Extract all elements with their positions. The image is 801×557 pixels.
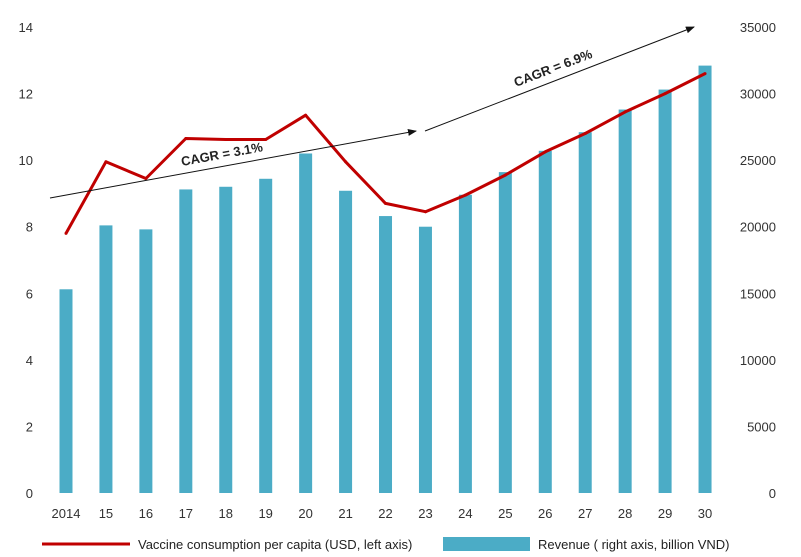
revenue-bar <box>179 189 193 494</box>
revenue-bar <box>59 289 73 493</box>
right-tick-label: 20000 <box>740 220 776 235</box>
legend-bar-label: Revenue ( right axis, billion VND) <box>538 537 729 552</box>
consumption-line-series <box>64 72 707 235</box>
revenue-bar <box>339 190 353 493</box>
revenue-bar <box>299 153 313 493</box>
revenue-bar <box>219 186 233 493</box>
left-tick-label: 4 <box>26 353 33 368</box>
revenue-bar <box>698 65 712 494</box>
consumption-point <box>703 72 707 76</box>
right-tick-label: 30000 <box>740 87 776 102</box>
right-tick-label: 35000 <box>740 20 776 35</box>
x-tick-label: 2014 <box>52 506 81 521</box>
legend-line-label: Vaccine consumption per capita (USD, lef… <box>138 537 412 552</box>
consumption-point <box>264 138 268 142</box>
x-tick-label: 26 <box>538 506 552 521</box>
cagr-arrow-2 <box>424 26 695 132</box>
consumption-point <box>623 110 627 114</box>
consumption-line <box>64 72 706 235</box>
x-tick-label: 25 <box>498 506 512 521</box>
legend-bar-swatch <box>443 537 530 551</box>
x-tick-label: 22 <box>378 506 392 521</box>
consumption-point <box>583 132 587 136</box>
consumption-point <box>503 173 507 177</box>
consumption-point <box>184 137 188 141</box>
x-tick-label: 24 <box>458 506 472 521</box>
x-axis: 2014 15 16 17 18 19 20 21 22 23 24 25 26 27 28 29 30 <box>52 506 713 521</box>
consumption-point <box>543 150 547 154</box>
revenue-bar <box>139 229 153 493</box>
revenue-bar <box>99 225 113 493</box>
x-tick-label: 17 <box>179 506 193 521</box>
consumption-point <box>663 92 667 96</box>
x-tick-label: 29 <box>658 506 672 521</box>
right-axis: 0 5000 10000 15000 20000 25000 30000 35000 <box>740 20 776 501</box>
consumption-point <box>224 138 228 142</box>
left-tick-label: 8 <box>26 220 33 235</box>
revenue-bar <box>418 226 432 493</box>
x-tick-label: 28 <box>618 506 632 521</box>
revenue-bar <box>578 132 592 493</box>
cagr-label-1: CAGR = 3.1% <box>180 139 265 169</box>
right-tick-label: 10000 <box>740 353 776 368</box>
revenue-bar <box>618 109 632 493</box>
legend: Vaccine consumption per capita (USD, lef… <box>42 537 729 552</box>
x-tick-label: 23 <box>418 506 432 521</box>
consumption-point <box>344 160 348 164</box>
x-tick-label: 27 <box>578 506 592 521</box>
left-tick-label: 0 <box>26 486 33 501</box>
left-tick-label: 12 <box>19 87 33 102</box>
x-tick-label: 30 <box>698 506 712 521</box>
revenue-bar <box>259 178 273 494</box>
revenue-bar <box>498 172 512 493</box>
x-tick-label: 18 <box>219 506 233 521</box>
x-tick-label: 16 <box>139 506 153 521</box>
x-tick-label: 15 <box>99 506 113 521</box>
consumption-point <box>304 113 308 117</box>
left-tick-label: 10 <box>19 153 33 168</box>
consumption-point <box>64 231 68 235</box>
x-tick-label: 19 <box>258 506 272 521</box>
consumption-point <box>384 201 388 205</box>
left-axis: 0 2 4 6 8 10 12 14 <box>19 20 33 501</box>
left-tick-label: 2 <box>26 419 33 434</box>
left-tick-label: 14 <box>19 20 33 35</box>
left-tick-label: 6 <box>26 286 33 301</box>
revenue-bar <box>538 150 552 493</box>
right-tick-label: 25000 <box>740 153 776 168</box>
x-tick-label: 21 <box>338 506 352 521</box>
x-tick-label: 20 <box>298 506 312 521</box>
revenue-bar <box>379 216 393 493</box>
right-tick-label: 0 <box>769 486 776 501</box>
revenue-bar <box>458 194 472 493</box>
consumption-point <box>144 176 148 180</box>
consumption-point <box>463 193 467 197</box>
revenue-bars <box>59 65 712 494</box>
cagr-arrow-1 <box>49 128 417 199</box>
consumption-point <box>104 160 108 164</box>
right-tick-label: 15000 <box>740 286 776 301</box>
right-tick-label: 5000 <box>747 419 776 434</box>
consumption-point <box>423 210 427 214</box>
cagr-label-2: CAGR = 6.9% <box>512 46 595 90</box>
revenue-bar <box>658 89 672 493</box>
